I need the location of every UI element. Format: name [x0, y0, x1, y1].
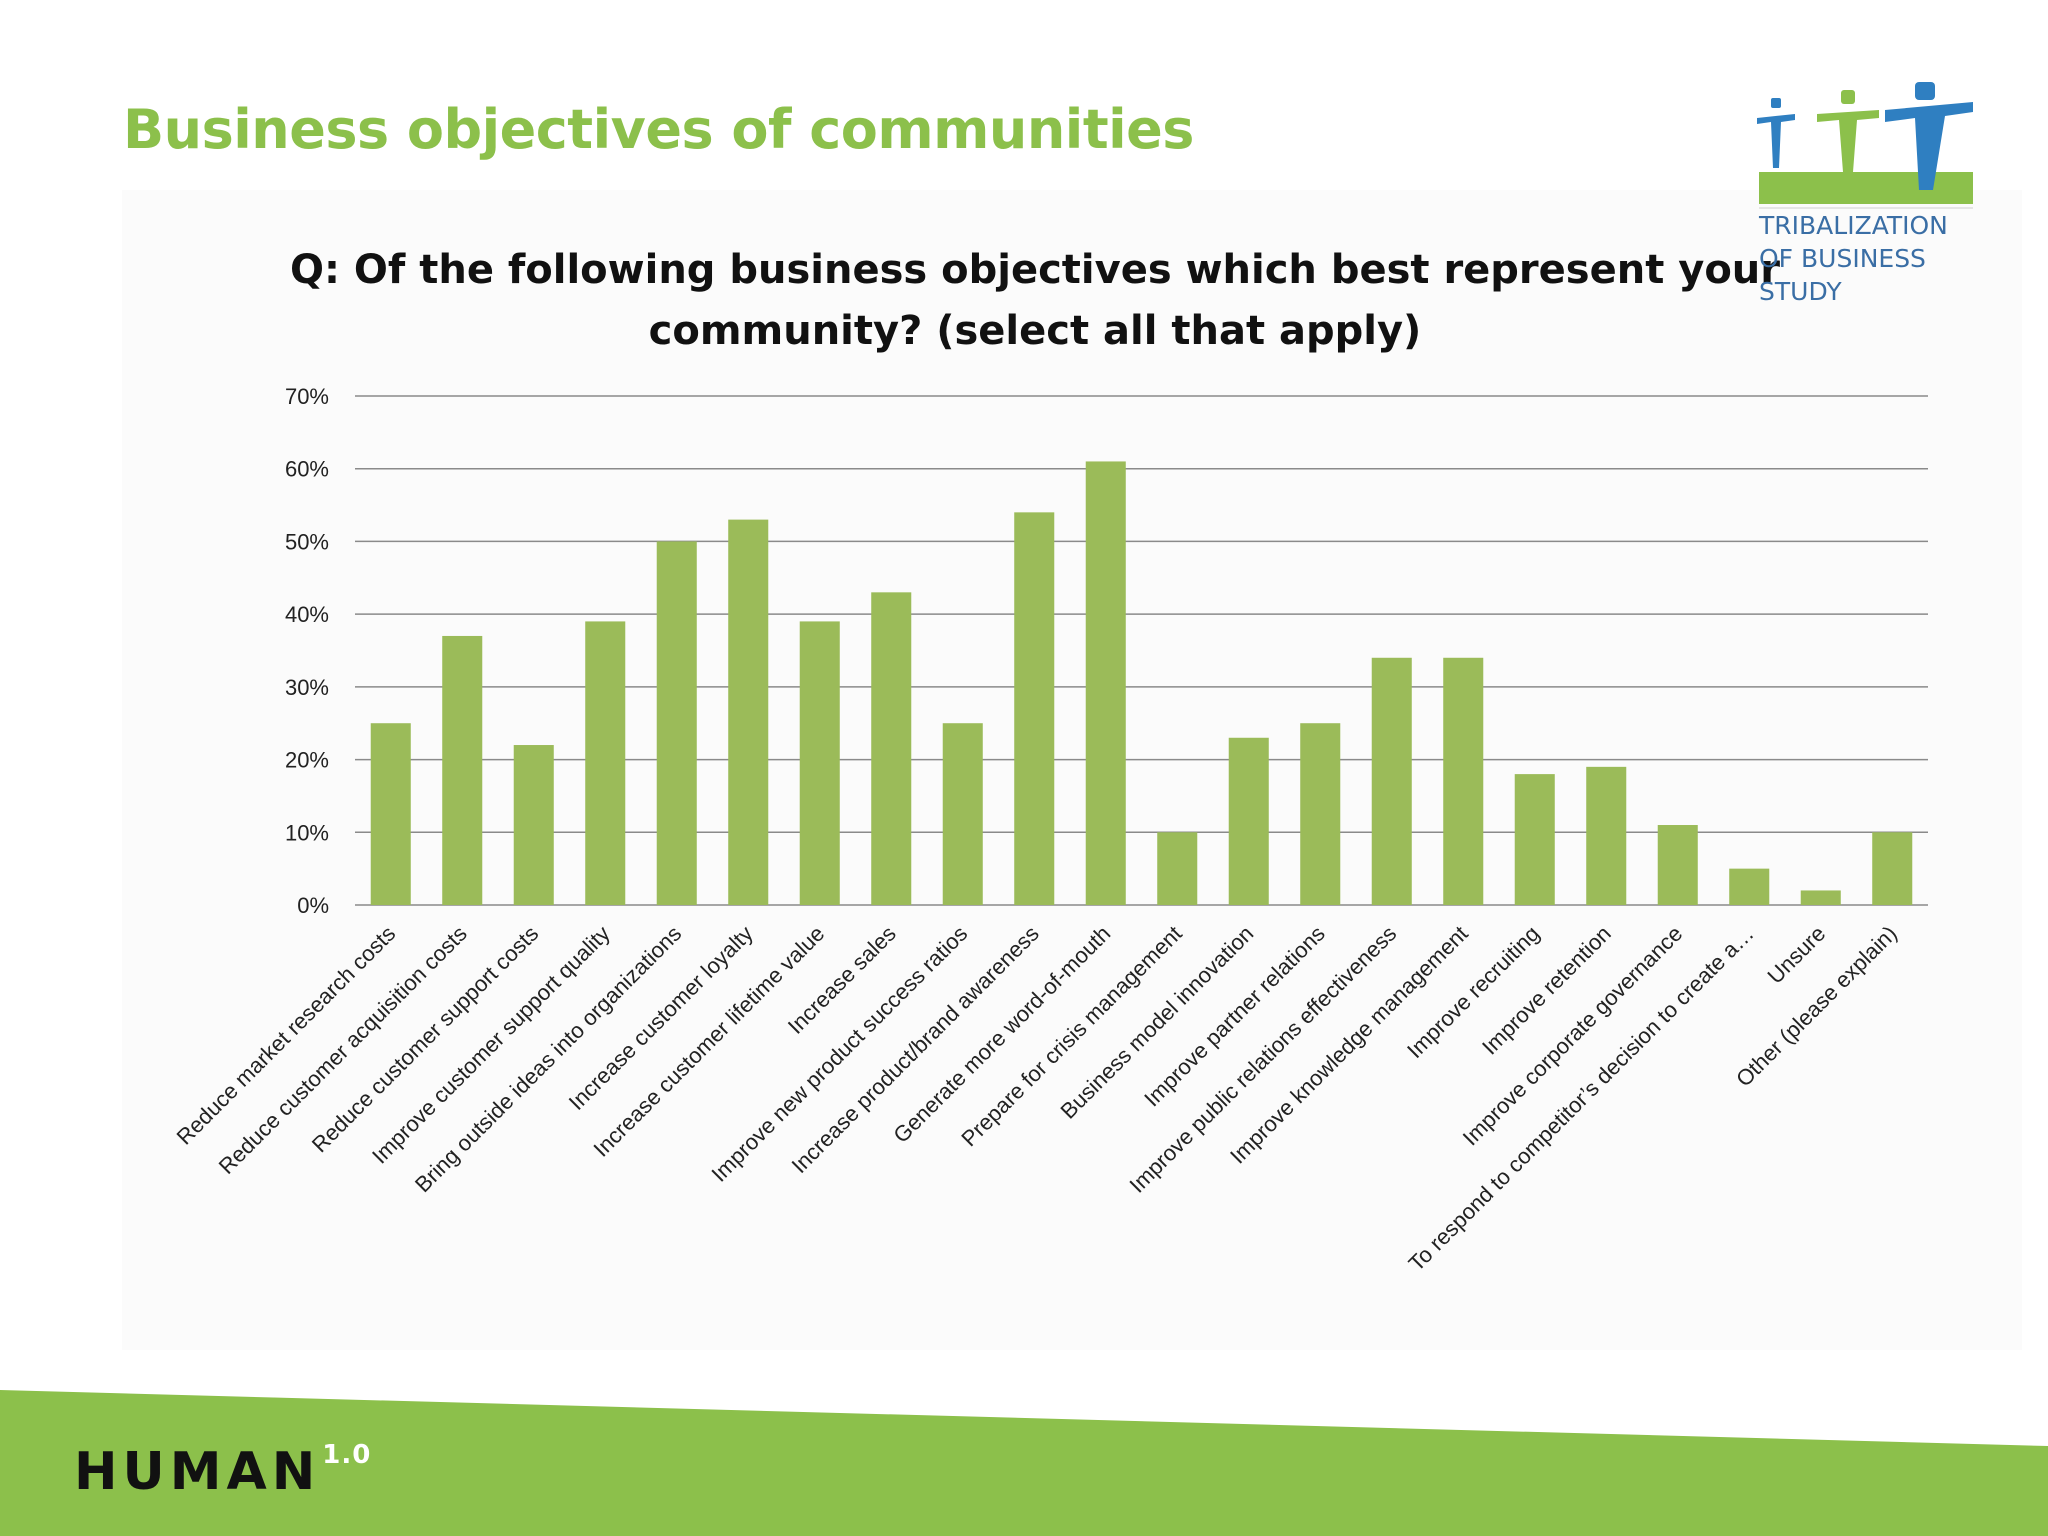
bar	[513, 745, 554, 905]
chart-title-line-1: Q: Of the following business objectives …	[290, 247, 1780, 293]
x-tick-label: Bring outside ideas into organizations	[410, 921, 686, 1197]
bar	[1657, 825, 1698, 905]
bar	[442, 635, 483, 905]
y-tick-label: 40%	[285, 602, 329, 627]
bar	[1514, 774, 1555, 905]
bar	[1443, 657, 1484, 905]
bar	[942, 723, 983, 905]
logo-line-3: STUDY	[1759, 277, 1842, 306]
y-tick-label: 20%	[285, 748, 329, 773]
x-tick-label: Improve recruiting	[1402, 921, 1544, 1063]
logo-figure-large	[1885, 82, 1973, 190]
bar	[799, 621, 840, 905]
y-tick-label: 70%	[285, 384, 329, 409]
logo-figure-small	[1757, 98, 1795, 168]
tribalization-logo: TRIBALIZATION OF BUSINESS STUDY	[1757, 82, 1973, 306]
y-axis-ticks: 0% 10% 20% 30% 40% 50% 60% 70%	[285, 384, 329, 918]
logo-figure-medium	[1817, 90, 1879, 172]
bar	[1872, 832, 1913, 905]
y-tick-label: 10%	[285, 820, 329, 845]
chart-panel: Q: Of the following business objectives …	[122, 190, 2022, 1350]
bar	[1371, 657, 1412, 905]
bar	[1300, 723, 1341, 905]
bar	[656, 541, 697, 905]
chart-title-line-2: community? (select all that apply)	[649, 308, 1422, 354]
logo-grass	[1759, 172, 1973, 204]
logo-line-2: OF BUSINESS	[1759, 244, 1926, 273]
human-logo: HUMAN1.0	[74, 1440, 371, 1502]
y-tick-label: 50%	[285, 529, 329, 554]
bar	[1729, 868, 1770, 905]
bar	[1586, 766, 1627, 905]
x-tick-label: Improve public relations effectiveness	[1124, 921, 1401, 1198]
y-tick-label: 60%	[285, 457, 329, 482]
bar-chart: Q: Of the following business objectives …	[172, 247, 1928, 1276]
bar	[728, 519, 769, 905]
x-tick-label: Improve retention	[1477, 921, 1616, 1060]
slide-title: Business objectives of communities	[123, 98, 1194, 161]
bar	[370, 723, 411, 905]
x-tick-label: Improve new product success ratios	[706, 921, 972, 1187]
x-tick-label: To respond to competitor’s decision to c…	[1404, 921, 1759, 1276]
bars	[370, 461, 1913, 905]
human-logo-version: 1.0	[322, 1440, 372, 1470]
x-tick-label: Unsure	[1762, 921, 1830, 989]
bar	[1157, 832, 1198, 905]
human-logo-text: HUMAN	[74, 1442, 321, 1502]
bar	[1800, 890, 1841, 905]
logo-line-1: TRIBALIZATION	[1758, 211, 1948, 240]
y-tick-label: 0%	[297, 893, 329, 918]
bar	[1228, 737, 1269, 905]
bar	[585, 621, 626, 905]
bar	[871, 592, 912, 905]
y-tick-label: 30%	[285, 675, 329, 700]
bar	[1085, 461, 1126, 905]
bar	[1014, 512, 1055, 905]
